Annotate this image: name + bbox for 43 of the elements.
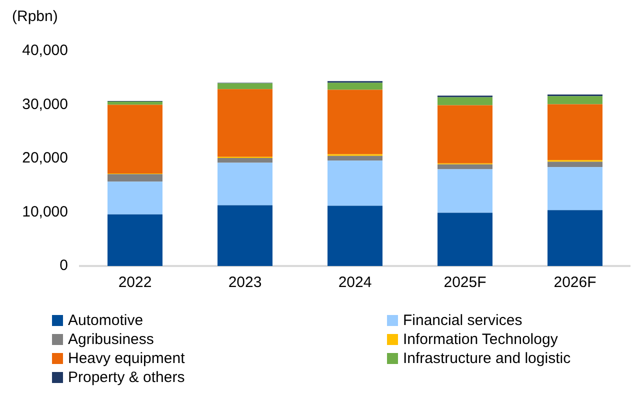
bar [328,206,382,266]
bar [108,104,162,174]
bar [438,164,492,170]
y-axis-title: (Rpbn) [12,8,58,25]
y-tick-label: 10,000 [22,203,68,220]
legend-label: Heavy equipment [68,350,185,367]
bar [108,174,162,182]
legend-label: Information Technology [403,331,558,348]
legend-label: Financial services [403,312,522,329]
legend-label: Automotive [68,312,144,329]
bar [218,83,272,90]
bar [548,104,602,160]
bar [328,160,382,206]
bar [218,162,272,206]
bar [108,102,162,105]
bar [438,212,492,266]
bar [218,205,272,266]
bar [548,96,602,104]
bar [438,97,492,106]
x-tick-label: 2022 [118,274,152,292]
y-tick-label: 20,000 [22,150,68,167]
y-tick-label: 0 [60,257,68,274]
bar [218,158,272,163]
legend-label: Infrastructure and logistic [403,350,571,367]
bar [548,167,602,210]
x-tick-label: 2023 [228,274,262,292]
legend-label: Agribusiness [68,331,154,348]
bar [108,214,162,266]
bar [548,210,602,266]
x-tick-label: 2024 [338,274,372,292]
bar [438,169,492,213]
bar [548,162,602,168]
legend-label: Property & others [68,369,185,386]
bar [218,89,272,157]
bar [328,156,382,161]
x-tick-label: 2026F [554,274,596,292]
bar [438,105,492,164]
bar [108,182,162,214]
bar [328,90,382,154]
x-tick-label: 2025F [444,274,486,292]
y-tick-label: 30,000 [22,96,68,113]
y-tick-label: 40,000 [22,42,68,60]
bar [328,82,382,90]
